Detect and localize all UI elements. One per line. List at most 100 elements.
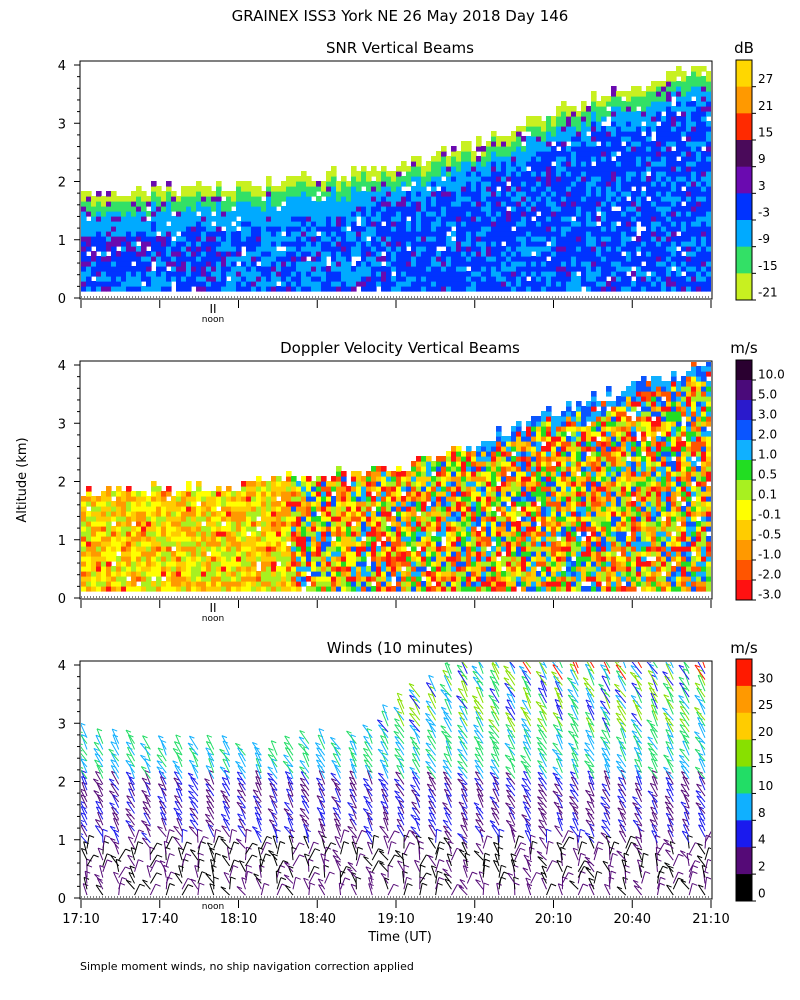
heatmap-cell xyxy=(481,196,487,202)
heatmap-cell xyxy=(271,476,277,482)
heatmap-cell xyxy=(496,246,502,252)
heatmap-cell xyxy=(96,561,102,567)
heatmap-cell xyxy=(696,86,702,92)
heatmap-cell xyxy=(336,576,342,582)
heatmap-cell xyxy=(681,266,687,272)
heatmap-cell xyxy=(116,211,122,217)
heatmap-cell xyxy=(671,186,677,192)
heatmap-cell xyxy=(481,266,487,272)
heatmap-cell xyxy=(326,246,332,252)
heatmap-cell xyxy=(136,211,142,217)
heatmap-cell xyxy=(116,541,122,547)
heatmap-cell xyxy=(121,271,127,277)
heatmap-cell xyxy=(106,281,112,287)
heatmap-cell xyxy=(301,481,307,487)
heatmap-cell xyxy=(191,536,197,542)
heatmap-cell xyxy=(331,196,337,202)
heatmap-cell xyxy=(371,566,377,572)
heatmap-cell xyxy=(611,151,617,157)
heatmap-cell xyxy=(126,286,132,292)
heatmap-cell xyxy=(676,201,682,207)
heatmap-cell xyxy=(676,276,682,282)
heatmap-cell xyxy=(366,506,372,512)
heatmap-cell xyxy=(666,271,672,277)
heatmap-cell xyxy=(191,246,197,252)
heatmap-cell xyxy=(706,101,711,107)
heatmap-cell xyxy=(176,271,182,277)
heatmap-cell xyxy=(186,271,192,277)
heatmap-cell xyxy=(146,261,152,267)
heatmap-cell xyxy=(271,526,277,532)
heatmap-cell xyxy=(96,246,102,252)
heatmap-cell xyxy=(151,511,157,517)
heatmap-cell xyxy=(616,266,622,272)
heatmap-cell xyxy=(511,246,517,252)
heatmap-cell xyxy=(636,256,642,262)
heatmap-cell xyxy=(111,191,117,197)
heatmap-cell xyxy=(406,261,412,267)
heatmap-cell xyxy=(476,211,482,217)
heatmap-cell xyxy=(551,171,557,177)
heatmap-cell xyxy=(671,211,677,217)
heatmap-cell xyxy=(376,561,382,567)
heatmap-cell xyxy=(281,241,287,247)
heatmap-cell xyxy=(336,286,342,292)
heatmap-cell xyxy=(356,516,362,522)
heatmap-cell xyxy=(646,111,652,117)
heatmap-cell xyxy=(116,496,122,502)
heatmap-cell xyxy=(196,566,202,572)
heatmap-cell xyxy=(286,586,292,592)
heatmap-cell xyxy=(511,206,517,212)
heatmap-cell xyxy=(156,491,162,497)
heatmap-cell xyxy=(141,521,147,527)
heatmap-cell xyxy=(216,586,222,592)
heatmap-cell xyxy=(641,191,647,197)
heatmap-cell xyxy=(411,251,417,257)
heatmap-cell xyxy=(316,481,322,487)
heatmap-cell xyxy=(456,221,462,227)
heatmap-cell xyxy=(601,281,607,287)
heatmap-cell xyxy=(486,221,492,227)
heatmap-cell xyxy=(426,276,432,282)
heatmap-cell xyxy=(261,206,267,212)
heatmap-cell xyxy=(691,246,697,252)
heatmap-cell xyxy=(266,196,272,202)
heatmap-cell xyxy=(221,556,227,562)
heatmap-cell xyxy=(566,206,572,212)
heatmap-cell xyxy=(291,286,297,292)
colorbar-label: 9 xyxy=(758,152,766,166)
heatmap-cell xyxy=(301,281,307,287)
heatmap-cell xyxy=(411,231,417,237)
heatmap-cell xyxy=(301,541,307,547)
heatmap-cell xyxy=(491,251,497,257)
heatmap-cell xyxy=(306,196,312,202)
heatmap-cell xyxy=(211,261,217,267)
heatmap-cell xyxy=(551,226,557,232)
heatmap-cell xyxy=(521,211,527,217)
heatmap-cell xyxy=(471,241,477,247)
heatmap-cell xyxy=(251,246,257,252)
heatmap-cell xyxy=(326,281,332,287)
heatmap-cell xyxy=(231,491,237,497)
heatmap-cell xyxy=(331,281,337,287)
heatmap-cell xyxy=(211,236,217,242)
heatmap-cell xyxy=(631,226,637,232)
heatmap-cell xyxy=(136,266,142,272)
heatmap-cell xyxy=(96,521,102,527)
heatmap-cell xyxy=(606,146,612,152)
heatmap-cell xyxy=(461,221,467,227)
heatmap-cell xyxy=(161,526,167,532)
heatmap-cell xyxy=(341,471,347,477)
heatmap-cell xyxy=(241,181,247,187)
heatmap-cell xyxy=(331,261,337,267)
heatmap-cell xyxy=(531,166,537,172)
heatmap-cell xyxy=(176,556,182,562)
heatmap-cell xyxy=(216,531,222,537)
heatmap-cell xyxy=(426,196,432,202)
heatmap-cell xyxy=(346,521,352,527)
heatmap-cell xyxy=(81,566,87,572)
heatmap-cell xyxy=(151,241,157,247)
heatmap-cell xyxy=(551,286,557,292)
heatmap-cell xyxy=(346,276,352,282)
heatmap-cell xyxy=(531,286,537,292)
